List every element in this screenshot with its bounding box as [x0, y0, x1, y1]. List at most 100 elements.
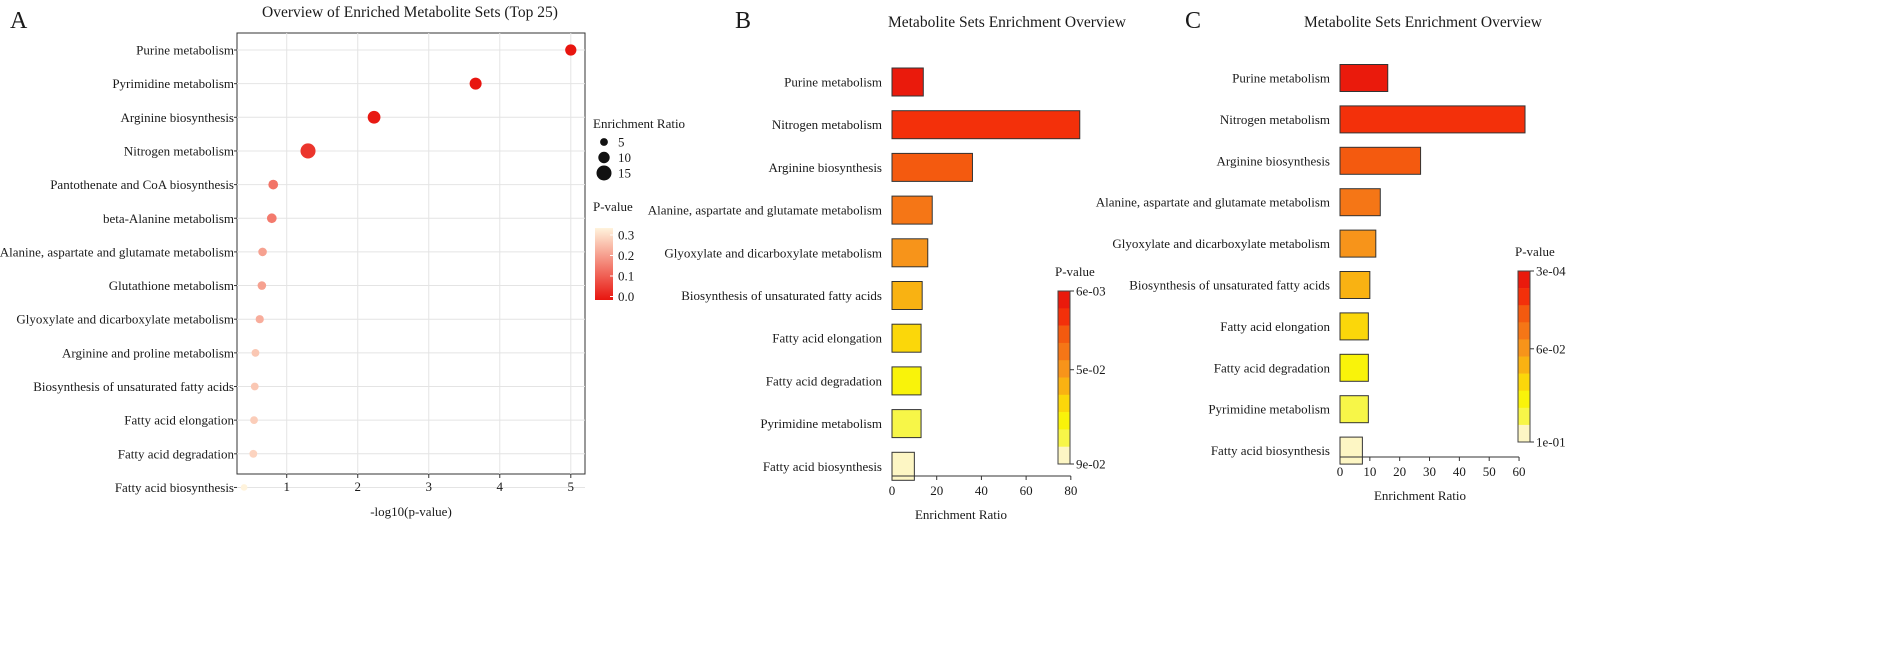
- category-label: Alanine, aspartate and glutamate metabol…: [1096, 195, 1330, 210]
- bar: [1339, 146, 1422, 175]
- bar: [891, 238, 929, 268]
- x-tick-label: 30: [1423, 464, 1436, 479]
- category-label: Pyrimidine metabolism: [112, 76, 234, 91]
- bar: [1339, 353, 1369, 382]
- panel-b-title: Metabolite Sets Enrichment Overview: [888, 14, 1127, 31]
- bar: [891, 366, 922, 396]
- category-label: Arginine biosynthesis: [1216, 153, 1330, 168]
- category-label: Fatty acid degradation: [766, 373, 883, 388]
- data-point: [250, 416, 258, 425]
- data-point: [266, 213, 277, 224]
- x-tick-label: 20: [930, 483, 943, 498]
- x-axis-label: -log10(p-value): [370, 504, 452, 519]
- category-label: Purine metabolism: [784, 75, 882, 90]
- bar: [1339, 188, 1381, 217]
- category-label: Glyoxylate and dicarboxylate metabolism: [16, 312, 234, 327]
- category-label: Pantothenate and CoA biosynthesis: [50, 177, 234, 192]
- bar: [1339, 312, 1369, 341]
- x-tick-label: 50: [1483, 464, 1496, 479]
- color-legend-label: 0.2: [618, 248, 634, 263]
- x-tick-label: 40: [1453, 464, 1466, 479]
- size-legend-dot: [596, 165, 612, 181]
- data-point: [251, 348, 260, 357]
- panel-a: A Overview of Enriched Metabolite Sets (T…: [0, 4, 685, 519]
- data-point: [469, 77, 482, 90]
- bar: [891, 195, 933, 225]
- data-point: [258, 247, 267, 257]
- panel-label-b: B: [735, 8, 751, 34]
- bar: [1339, 64, 1389, 92]
- bar: [1339, 105, 1526, 134]
- legend-label: 3e-04: [1536, 264, 1566, 279]
- size-legend-dot: [598, 151, 610, 164]
- category-label: Glyoxylate and dicarboxylate metabolism: [1112, 236, 1330, 251]
- category-label: Arginine biosynthesis: [768, 160, 882, 175]
- bar: [891, 281, 923, 310]
- category-label: Fatty acid biosynthesis: [763, 459, 882, 474]
- category-label: Fatty acid biosynthesis: [115, 480, 234, 495]
- category-label: Fatty acid degradation: [1214, 360, 1331, 375]
- color-legend-label: 0.3: [618, 228, 634, 243]
- color-legend-label: 0.0: [618, 289, 634, 304]
- legend-swatch: [1518, 271, 1530, 289]
- category-label: Arginine and proline metabolism: [62, 345, 234, 360]
- legend-frame: [1517, 270, 1531, 443]
- x-tick-label: 1: [283, 479, 290, 494]
- legend-swatch: [1058, 325, 1070, 344]
- data-point: [565, 44, 577, 56]
- data-point: [268, 179, 279, 190]
- panel-c: C Metabolite Sets Enrichment Overview Puri…: [1096, 8, 1566, 503]
- legend-swatch: [1518, 356, 1530, 374]
- category-label: Alanine, aspartate and glutamate metabol…: [0, 244, 234, 259]
- bar: [891, 451, 915, 481]
- category-label: Fatty acid elongation: [772, 331, 882, 346]
- x-tick-label: 0: [1337, 464, 1344, 479]
- legend-label: 9e-02: [1076, 457, 1106, 472]
- legend-swatch: [1058, 360, 1070, 378]
- legend-swatch: [1058, 308, 1070, 326]
- category-label: Nitrogen metabolism: [124, 143, 234, 158]
- bar: [891, 323, 922, 353]
- legend-label: 6e-02: [1536, 341, 1566, 356]
- data-point: [255, 315, 264, 324]
- category-label: Glutathione metabolism: [109, 278, 234, 293]
- data-point: [250, 382, 259, 391]
- x-tick-label: 10: [1363, 464, 1376, 479]
- legend-swatch: [1058, 412, 1070, 430]
- category-label: Purine metabolism: [1232, 71, 1330, 86]
- legend-swatch: [1058, 342, 1070, 361]
- category-label: Pyrimidine metabolism: [1208, 402, 1330, 417]
- data-point: [257, 281, 267, 290]
- legend-swatch: [1518, 407, 1530, 426]
- color-bar: [595, 228, 613, 300]
- legend-label: 6e-03: [1076, 284, 1106, 299]
- data-point: [367, 110, 381, 124]
- legend-swatch: [1518, 424, 1530, 443]
- color-legend-title: P-value: [593, 199, 633, 214]
- category-label: Biosynthesis of unsaturated fatty acids: [681, 288, 882, 303]
- panel-c-title: Metabolite Sets Enrichment Overview: [1304, 14, 1543, 31]
- size-legend-label: 5: [618, 135, 625, 150]
- panel-label-a: A: [10, 8, 28, 34]
- x-tick-label: 20: [1393, 464, 1406, 479]
- x-tick-label: 0: [889, 483, 896, 498]
- bar: [1339, 271, 1371, 299]
- size-legend-title: Enrichment Ratio: [593, 116, 685, 131]
- bar: [1339, 395, 1369, 424]
- data-point: [300, 143, 316, 159]
- x-tick-label: 4: [497, 479, 504, 494]
- category-label: Fatty acid degradation: [118, 446, 235, 461]
- bar: [891, 110, 1081, 140]
- legend-swatch: [1518, 288, 1530, 306]
- legend-swatch: [1058, 429, 1070, 447]
- legend-title: P-value: [1055, 264, 1095, 279]
- size-legend-dot: [600, 138, 608, 146]
- x-tick-label: 40: [975, 483, 988, 498]
- x-tick-label: 80: [1064, 483, 1077, 498]
- bar: [1339, 229, 1377, 258]
- bar: [891, 152, 973, 182]
- category-label: Arginine biosynthesis: [120, 110, 234, 125]
- x-tick-label: 3: [426, 479, 433, 494]
- plot-frame: [236, 32, 586, 475]
